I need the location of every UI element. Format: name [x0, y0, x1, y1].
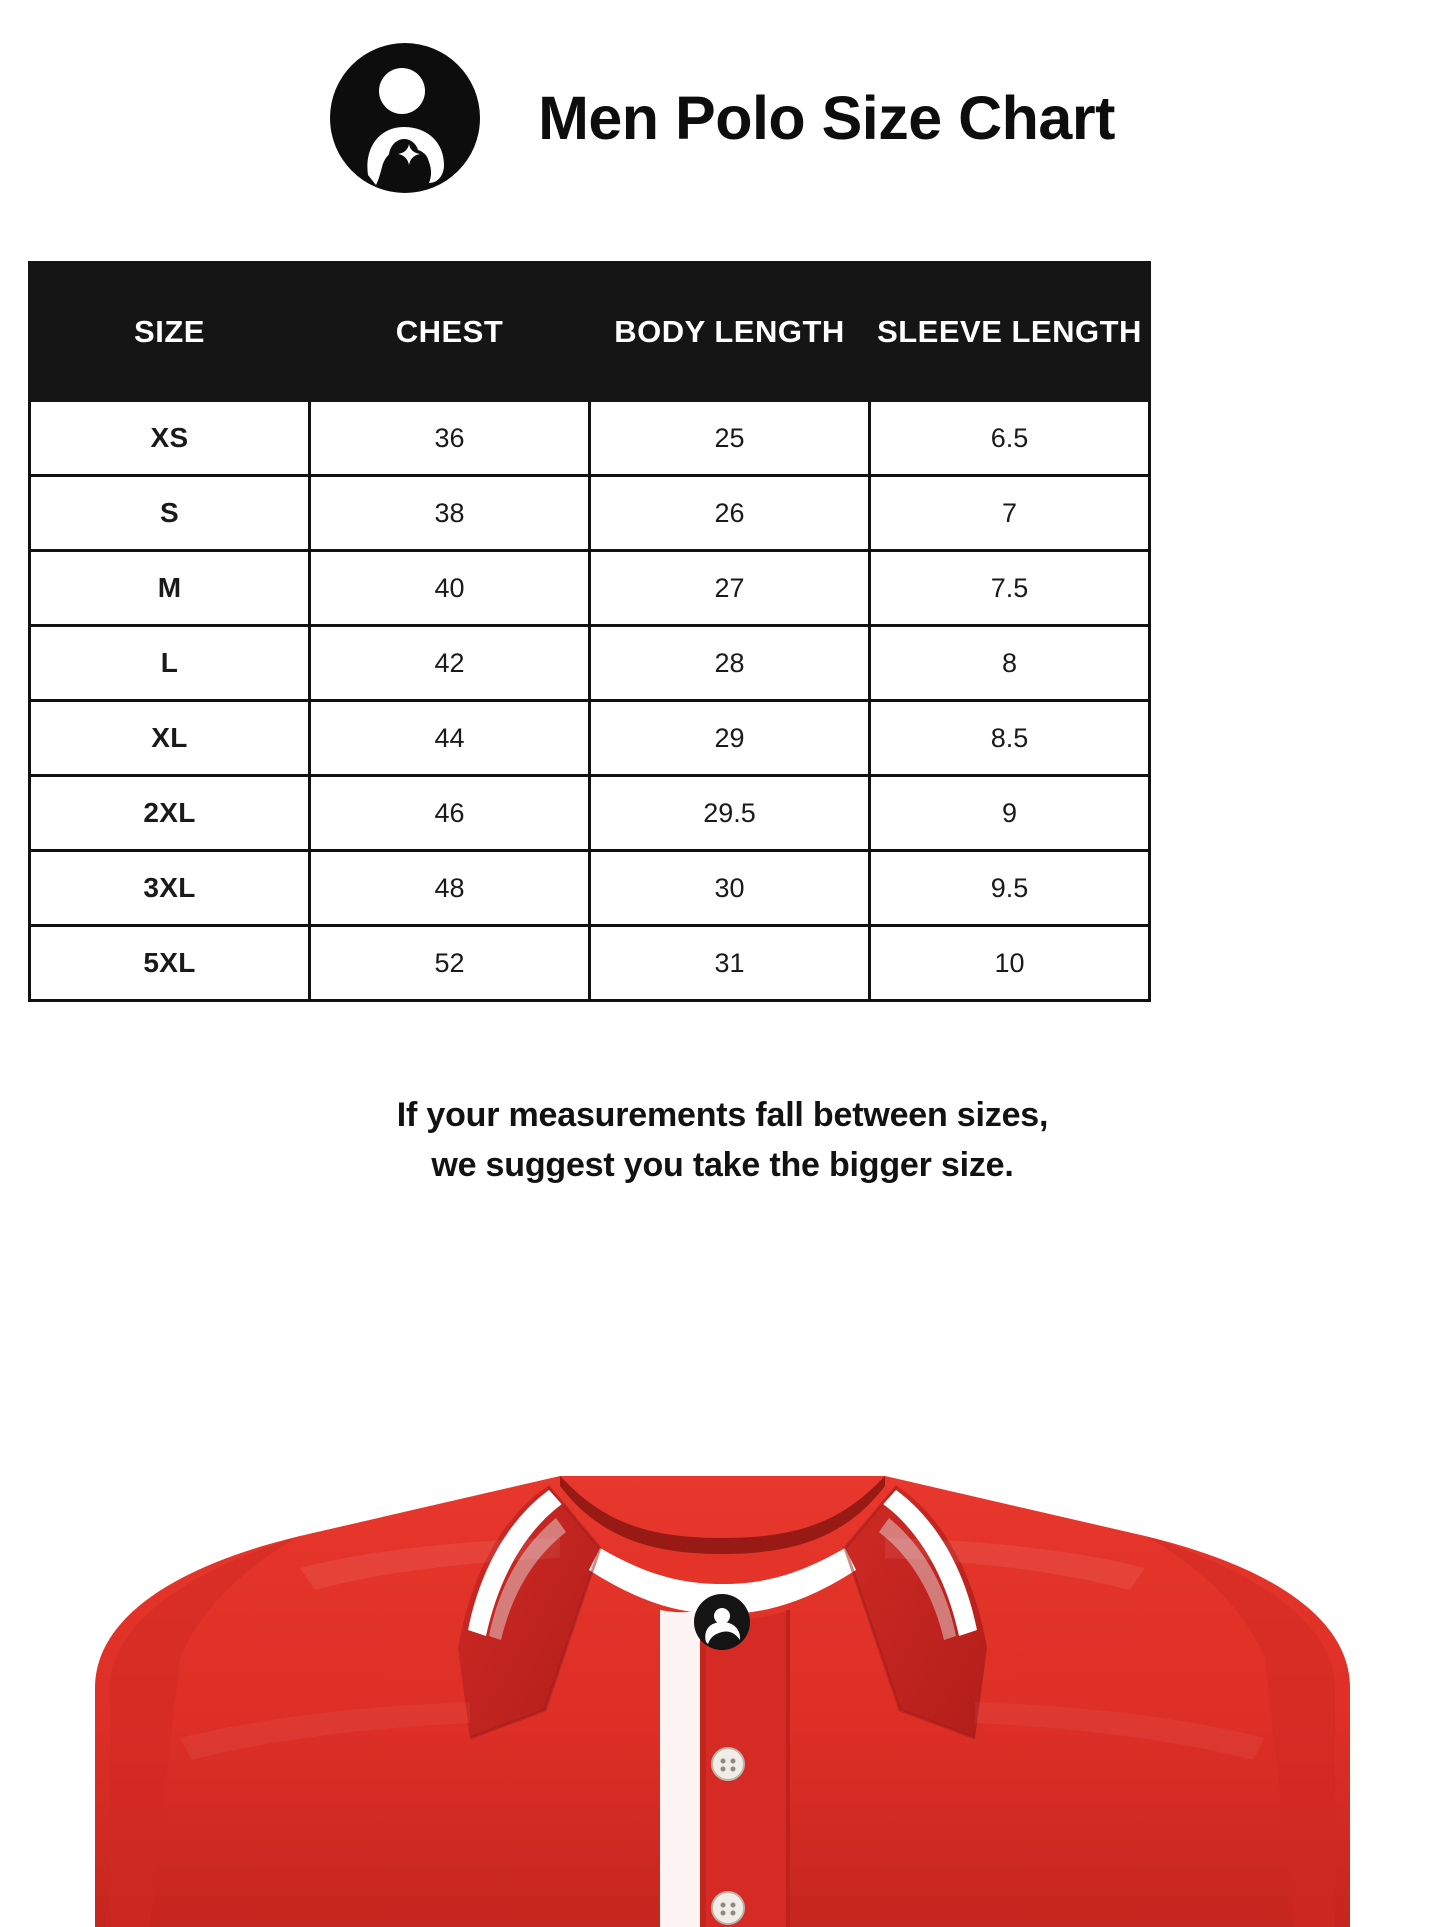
- sizing-note: If your measurements fall between sizes,…: [0, 1090, 1445, 1191]
- table-row: L 42 28 8: [28, 624, 1151, 702]
- cell-size: 3XL: [28, 849, 311, 927]
- column-header-body-length: BODY LENGTH: [588, 261, 871, 402]
- table-row: 2XL 46 29.5 9: [28, 774, 1151, 852]
- cell-size: S: [28, 474, 311, 552]
- cell-body-length: 27: [588, 549, 871, 627]
- size-chart-table: SIZE CHEST BODY LENGTH SLEEVE LENGTH XS …: [28, 261, 1151, 1002]
- cell-body-length: 28: [588, 624, 871, 702]
- cell-chest: 38: [308, 474, 591, 552]
- cell-sleeve-length: 7.5: [868, 549, 1151, 627]
- cell-chest: 36: [308, 399, 591, 477]
- polo-shirt-photo: [0, 1218, 1445, 1927]
- cell-size: M: [28, 549, 311, 627]
- cell-body-length: 26: [588, 474, 871, 552]
- cell-size: XS: [28, 399, 311, 477]
- cell-body-length: 29: [588, 699, 871, 777]
- cell-chest: 42: [308, 624, 591, 702]
- cell-size: 5XL: [28, 924, 311, 1002]
- size-chart-table-wrapper: SIZE CHEST BODY LENGTH SLEEVE LENGTH XS …: [28, 261, 1151, 1002]
- table-header-row: SIZE CHEST BODY LENGTH SLEEVE LENGTH: [28, 261, 1151, 402]
- cell-sleeve-length: 10: [868, 924, 1151, 1002]
- cell-chest: 46: [308, 774, 591, 852]
- cell-size: L: [28, 624, 311, 702]
- cell-body-length: 30: [588, 849, 871, 927]
- cell-body-length: 31: [588, 924, 871, 1002]
- cell-chest: 44: [308, 699, 591, 777]
- column-header-size: SIZE: [28, 261, 311, 402]
- table-row: XL 44 29 8.5: [28, 699, 1151, 777]
- cell-sleeve-length: 8.5: [868, 699, 1151, 777]
- cell-sleeve-length: 8: [868, 624, 1151, 702]
- column-header-sleeve-length: SLEEVE LENGTH: [868, 261, 1151, 402]
- page-title: Men Polo Size Chart: [538, 83, 1115, 152]
- cell-body-length: 29.5: [588, 774, 871, 852]
- cell-sleeve-length: 7: [868, 474, 1151, 552]
- mother-child-circle-logo-icon: [330, 43, 481, 193]
- table-row: S 38 26 7: [28, 474, 1151, 552]
- table-row: 3XL 48 30 9.5: [28, 849, 1151, 927]
- cell-sleeve-length: 9.5: [868, 849, 1151, 927]
- cell-sleeve-length: 9: [868, 774, 1151, 852]
- cell-size: 2XL: [28, 774, 311, 852]
- cell-chest: 40: [308, 549, 591, 627]
- sizing-note-line-1: If your measurements fall between sizes,: [396, 1096, 1049, 1134]
- table-row: M 40 27 7.5: [28, 549, 1151, 627]
- table-row: 5XL 52 31 10: [28, 924, 1151, 1002]
- polo-placket-logo-button-icon: [694, 1594, 750, 1650]
- table-row: XS 36 25 6.5: [28, 399, 1151, 477]
- cell-chest: 52: [308, 924, 591, 1002]
- cell-sleeve-length: 6.5: [868, 399, 1151, 477]
- cell-size: XL: [28, 699, 311, 777]
- cell-body-length: 25: [588, 399, 871, 477]
- cell-chest: 48: [308, 849, 591, 927]
- column-header-chest: CHEST: [308, 261, 591, 402]
- sizing-note-line-2: we suggest you take the bigger size.: [431, 1146, 1014, 1185]
- page-header: Men Polo Size Chart: [0, 28, 1445, 208]
